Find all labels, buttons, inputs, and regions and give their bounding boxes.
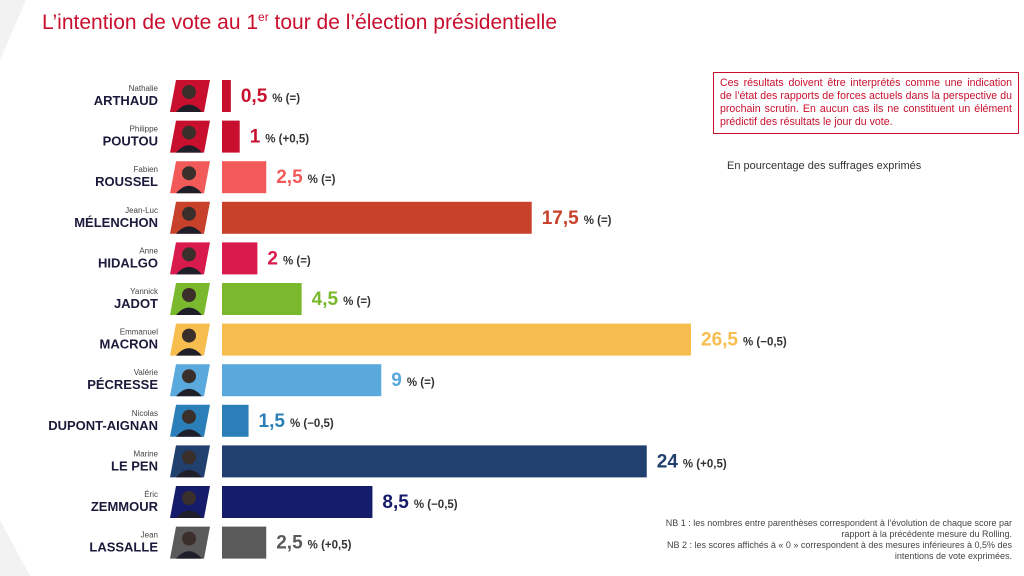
candidate-photo-shoulders (176, 551, 202, 559)
candidate-photo-head (182, 491, 196, 505)
candidate-last-name: LE PEN (111, 458, 158, 473)
title-rest: tour de l’élection présidentielle (268, 11, 558, 34)
bar (222, 201, 532, 234)
candidate-photo-shoulders (176, 307, 202, 315)
candidate-last-name: ROUSSEL (95, 174, 158, 189)
bar (222, 364, 382, 397)
bar (222, 486, 373, 518)
candidate-last-name: LASSALLE (89, 540, 158, 555)
candidate-photo-head (182, 369, 196, 384)
candidate-photo-shoulders (176, 510, 202, 518)
candidate-first-name: Anne (139, 246, 158, 255)
bar-value-label: 1% (+0,5) (250, 127, 310, 148)
bar (222, 404, 249, 437)
candidate-first-name: Marine (134, 449, 159, 458)
bar-value-label: 4,5% (=) (312, 289, 371, 310)
candidate-photo-head (182, 85, 196, 99)
bar (222, 445, 647, 478)
bar-value-label: 8,5% (−0,5) (382, 492, 457, 513)
bar-value-label: 2% (=) (267, 248, 311, 269)
candidate-photo-head (182, 288, 196, 302)
candidate-last-name: MACRON (100, 337, 159, 352)
candidate-photo-shoulders (176, 429, 202, 437)
candidate-first-name: Nathalie (129, 84, 159, 93)
bar-value-label: 2,5% (+0,5) (276, 533, 351, 554)
candidate-last-name: PÉCRESSE (87, 377, 158, 392)
bar-value-label: 0,5% (=) (241, 86, 300, 107)
page-title: L’intention de vote au 1er tour de l’éle… (42, 10, 557, 35)
candidate-first-name: Jean-Luc (125, 206, 158, 215)
disclaimer-box: Ces résultats doivent être interprétés c… (713, 72, 1019, 134)
candidate-photo-head (182, 531, 196, 546)
candidate-photo-shoulders (176, 348, 202, 356)
candidate-first-name: Éric (144, 490, 158, 499)
bar (222, 242, 258, 275)
candidate-photo-head (182, 247, 196, 262)
candidate-first-name: Emmanuel (120, 328, 158, 337)
footnotes: NB 1 : les nombres entre parenthèses cor… (640, 518, 1012, 562)
candidate-last-name: ARTHAUD (94, 93, 158, 108)
bar-value-label: 2,5% (=) (276, 167, 335, 188)
candidate-last-name: POUTOU (103, 134, 158, 149)
bar-value-label: 17,5% (=) (542, 208, 612, 229)
candidate-first-name: Valérie (134, 368, 159, 377)
candidate-photo-shoulders (176, 469, 202, 478)
bar-value-label: 26,5% (−0,5) (701, 330, 787, 351)
candidate-first-name: Jean (141, 531, 158, 540)
candidate-photo-shoulders (176, 388, 202, 397)
title-sup: er (258, 10, 269, 24)
bar-value-label: 9% (=) (391, 370, 435, 391)
bar (222, 120, 240, 153)
bar (222, 283, 302, 315)
candidate-photo-shoulders (176, 145, 202, 153)
candidate-photo-head (182, 166, 196, 181)
candidate-photo-shoulders (176, 104, 202, 112)
bar (222, 80, 231, 112)
title-main: L’intention de vote au 1 (42, 11, 259, 34)
footnote-1: NB 1 : les nombres entre parenthèses cor… (665, 518, 1012, 539)
candidate-first-name: Fabien (134, 165, 158, 174)
candidate-last-name: MÉLENCHON (74, 215, 158, 230)
candidate-last-name: HIDALGO (98, 255, 158, 270)
candidate-last-name: JADOT (114, 296, 158, 311)
candidate-photo-head (182, 125, 196, 140)
candidate-photo-shoulders (176, 266, 202, 275)
candidate-photo-shoulders (176, 226, 202, 234)
candidate-first-name: Nicolas (132, 409, 158, 418)
candidate-photo-head (182, 409, 196, 424)
candidate-photo-head (182, 328, 196, 343)
candidate-last-name: DUPONT-AIGNAN (48, 418, 158, 433)
candidate-first-name: Yannick (130, 287, 159, 296)
candidate-photo-shoulders (176, 185, 202, 194)
bar (222, 161, 267, 194)
bar (222, 323, 691, 356)
bar-value-label: 24% (+0,5) (657, 451, 727, 472)
bar-value-label: 1,5% (−0,5) (259, 411, 334, 432)
candidate-photo-head (182, 206, 196, 221)
candidate-last-name: ZEMMOUR (91, 499, 159, 514)
bar (222, 526, 267, 559)
footnote-2: NB 2 : les scores affichés à « 0 » corre… (666, 540, 1012, 561)
candidate-first-name: Philippe (130, 125, 159, 134)
unit-note: En pourcentage des suffrages exprimés (727, 160, 922, 172)
candidate-photo-head (182, 450, 196, 465)
